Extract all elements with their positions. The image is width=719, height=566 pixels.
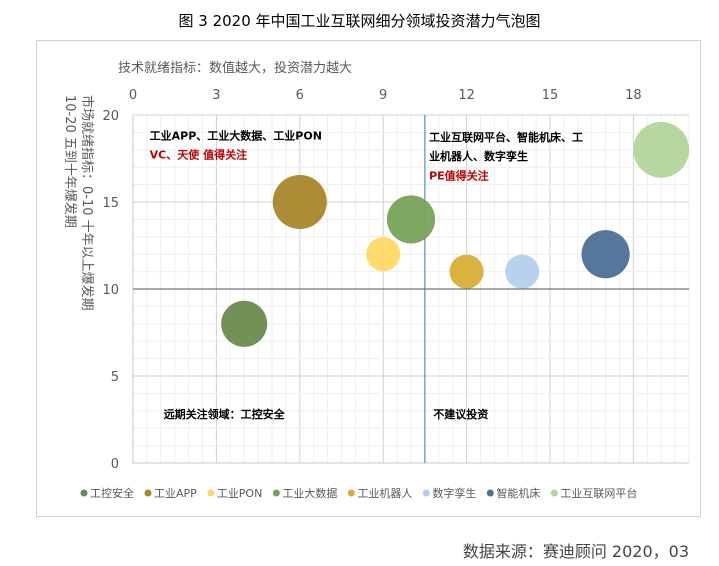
annotation: 不建议投资 [433,407,488,421]
annotation: PE值得关注 [429,168,489,182]
annotation: 远期关注领域：工控安全 [164,407,286,421]
y-tick-label: 0 [111,457,119,472]
x-tick-label: 9 [379,88,387,103]
x-tick-label: 6 [296,88,304,103]
y-tick-label: 15 [102,196,119,211]
chart-title: 图 3 2020 年中国工业互联网细分领域投资潜力气泡图 [178,12,541,30]
annotation: VC、天使 值得关注 [150,148,247,162]
legend-marker [272,489,280,497]
legend-marker [486,489,494,497]
x-axis-title: 技术就绪指标：数值越大，投资潜力越大 [118,60,352,76]
legend-marker [422,489,430,497]
y-axis-title: 市场就绪指标：0-10 十年以上爆发期 [79,95,95,311]
bubble-智能机床 [581,230,630,279]
legend-marker [347,489,355,497]
x-tick-label: 18 [625,88,642,103]
y-axis-title: 10-20 五到十年爆发期 [62,95,78,228]
x-tick-label: 15 [542,88,559,103]
bubble-工业大数据 [386,195,436,244]
y-tick-label: 10 [102,283,119,298]
legend-marker [550,489,558,497]
legend-label: 工业互联网平台 [560,486,637,500]
source-note: 数据来源：赛迪顾问 2020，03 [462,542,689,561]
bubble-工业PON [366,237,401,272]
bubble-工业互联网平台 [633,121,690,178]
x-tick-label: 12 [458,88,475,103]
legend-label: 智能机床 [496,486,540,500]
legend-label: 工业APP [154,487,197,500]
annotation: 业机器人、数字孪生 [429,149,528,163]
bubble-工业机器人 [449,254,484,289]
chart-frame [36,40,701,517]
y-tick-label: 5 [111,370,119,385]
bubble-数字孪生 [505,254,540,289]
legend-label: 工业机器人 [357,486,412,500]
legend-marker [144,489,152,497]
y-tick-label: 20 [102,109,119,124]
legend-marker [80,489,88,497]
legend-label: 工控安全 [90,486,134,500]
x-tick-label: 3 [212,88,220,103]
bubble-工业APP [272,174,327,230]
annotation: 工业APP、工业大数据、工业PON [150,128,322,142]
bubble-工控安全 [221,300,268,347]
legend-label: 工业PON [217,487,263,500]
x-tick-label: 0 [129,88,137,103]
legend-marker [207,489,215,497]
legend-label: 数字孪生 [432,486,476,500]
legend-label: 工业大数据 [282,486,337,500]
annotation: 工业互联网平台、智能机床、工 [429,130,583,144]
